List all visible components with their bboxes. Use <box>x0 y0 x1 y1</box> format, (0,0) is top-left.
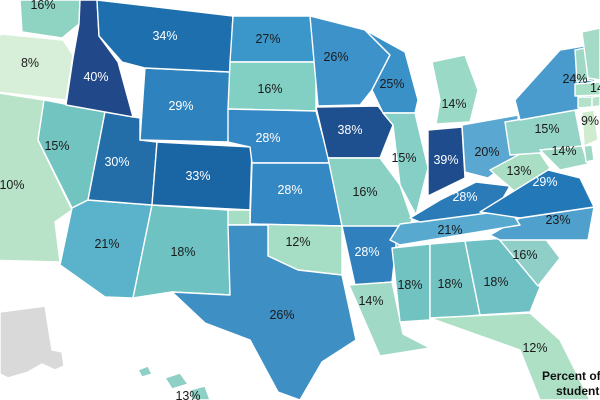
state-ks[interactable] <box>249 162 343 227</box>
state-mi[interactable] <box>431 54 479 125</box>
state-wy[interactable] <box>139 67 231 143</box>
state-va[interactable] <box>479 169 595 219</box>
legend-title-line1: Percent of <box>542 369 600 383</box>
state-de[interactable] <box>583 144 595 163</box>
state-ak[interactable] <box>0 305 65 379</box>
state-nj[interactable] <box>581 109 599 147</box>
state-co[interactable] <box>151 141 253 211</box>
legend-title-line2: students ag <box>556 384 600 398</box>
state-sd[interactable] <box>227 61 317 112</box>
state-hi[interactable] <box>137 365 211 400</box>
state-ma[interactable] <box>574 81 600 97</box>
state-tx[interactable] <box>171 224 357 400</box>
state-wa[interactable] <box>19 0 81 39</box>
state-in[interactable] <box>427 126 466 197</box>
state-la[interactable] <box>348 281 431 357</box>
state-ri[interactable] <box>591 95 600 108</box>
state-ar[interactable] <box>341 225 399 286</box>
state-or[interactable] <box>0 33 74 101</box>
state-nd[interactable] <box>229 15 317 63</box>
state-md[interactable] <box>539 145 589 171</box>
state-me[interactable] <box>581 27 600 81</box>
state-fl[interactable] <box>429 312 591 400</box>
legend: Percent of students ag <box>542 369 600 398</box>
state-ct[interactable] <box>577 96 593 109</box>
state-ia[interactable] <box>315 105 394 159</box>
